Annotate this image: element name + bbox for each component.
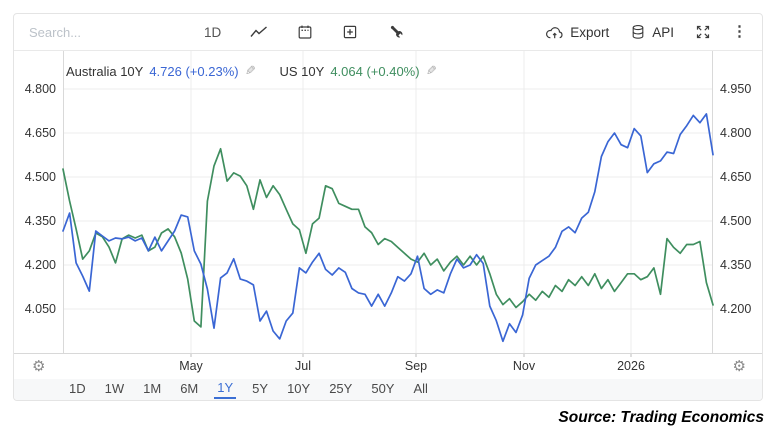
- toolbar: 1D: [14, 14, 762, 51]
- export-label: Export: [570, 24, 610, 40]
- range-button-25y[interactable]: 25Y: [329, 381, 353, 396]
- interval-dropdown[interactable]: 1D: [204, 24, 222, 40]
- y-axis-right-label: 4.350: [720, 258, 752, 272]
- y-axis-right-label: 4.500: [720, 214, 752, 228]
- y-axis-right-label: 4.800: [720, 126, 752, 140]
- range-button-6m[interactable]: 6M: [180, 381, 199, 396]
- line-chart-icon[interactable]: [250, 25, 268, 39]
- fullscreen-icon[interactable]: [695, 24, 711, 40]
- chart-area[interactable]: [62, 51, 714, 357]
- legend-series-name: Australia 10Y: [66, 63, 144, 79]
- range-button-all[interactable]: All: [413, 381, 428, 396]
- range-button-1y[interactable]: 1Y: [214, 380, 237, 399]
- tools-icon[interactable]: [387, 24, 403, 40]
- y-axis-left-label: 4.200: [24, 258, 56, 272]
- y-axis-left-label: 4.350: [24, 214, 56, 228]
- api-button[interactable]: API: [630, 24, 674, 40]
- range-button-1m[interactable]: 1M: [143, 381, 162, 396]
- range-bar: 1D 1W 1M 6M 1Y 5Y 10Y 25Y 50Y All: [14, 379, 762, 400]
- range-button-1d[interactable]: 1D: [69, 381, 86, 396]
- database-icon: [630, 24, 646, 40]
- pencil-icon[interactable]: ✎: [244, 63, 256, 78]
- series-line-us-10y: [62, 147, 714, 328]
- gear-icon-left[interactable]: ⚙: [32, 358, 46, 375]
- y-axis-right-label: 4.950: [720, 82, 752, 96]
- calendar-icon[interactable]: [297, 24, 313, 40]
- y-axis-right-label: 4.200: [720, 302, 752, 316]
- range-button-5y[interactable]: 5Y: [252, 381, 269, 396]
- y-axis-left-label: 4.650: [24, 126, 56, 140]
- kebab-menu-icon[interactable]: ⋮: [732, 23, 747, 40]
- range-button-1w[interactable]: 1W: [104, 381, 125, 396]
- plot-svg[interactable]: [62, 51, 714, 357]
- legend-item-us-10y[interactable]: US 10Y 4.064 (+0.40%) ✎: [280, 63, 437, 79]
- export-button[interactable]: Export: [545, 25, 609, 40]
- pencil-icon[interactable]: ✎: [425, 63, 437, 78]
- legend-item-australia-10y[interactable]: Australia 10Y 4.726 (+0.23%) ✎: [66, 63, 256, 79]
- gear-icon-right[interactable]: ⚙: [732, 358, 746, 375]
- legend: Australia 10Y 4.726 (+0.23%) ✎ US 10Y 4.064 …: [66, 63, 436, 79]
- series-line-australia-10y: [62, 113, 714, 343]
- api-label: API: [652, 24, 674, 40]
- search-input[interactable]: [29, 24, 164, 40]
- y-axis-left-label: 4.800: [24, 82, 56, 96]
- cloud-upload-icon: [545, 25, 564, 40]
- legend-series-name: US 10Y: [279, 63, 325, 79]
- y-axis-left-label: 4.050: [24, 302, 56, 316]
- source-note: Source: Trading Economics: [558, 409, 764, 426]
- y-axis-left-label: 4.500: [24, 170, 56, 184]
- range-button-50y[interactable]: 50Y: [371, 381, 395, 396]
- legend-series-value: 4.064 (+0.40%): [330, 63, 420, 79]
- add-panel-icon[interactable]: [342, 24, 358, 40]
- legend-series-value: 4.726 (+0.23%): [149, 63, 239, 79]
- widget-card: 1D: [13, 13, 763, 401]
- range-button-10y[interactable]: 10Y: [287, 381, 311, 396]
- x-axis-row: ⚙ ⚙: [14, 353, 762, 379]
- y-axis-right-label: 4.650: [720, 170, 752, 184]
